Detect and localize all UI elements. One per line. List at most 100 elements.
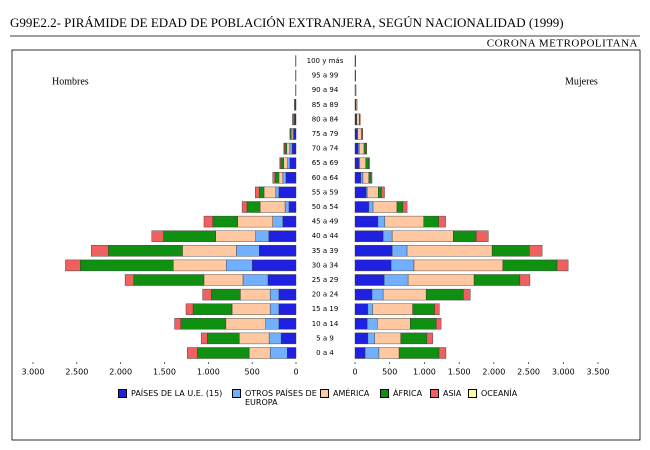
women-bar-segment xyxy=(406,245,493,257)
men-bar-segment xyxy=(187,347,198,359)
men-bar-segment xyxy=(251,259,297,272)
women-bar-segment xyxy=(398,347,440,359)
men-bar-segment xyxy=(283,142,285,155)
women-bar-segment xyxy=(365,142,368,155)
men-bar-segment xyxy=(203,274,244,286)
men-bar-segment xyxy=(282,215,297,228)
category-label: 45 a 49 xyxy=(312,218,339,226)
women-bar-segment xyxy=(372,303,413,315)
men-bar-segment xyxy=(280,157,284,169)
x-tick-label: 2.000 xyxy=(482,368,505,377)
men-bar-segment xyxy=(246,201,261,213)
women-bar-segment xyxy=(354,215,379,228)
men-bar-segment xyxy=(91,245,109,257)
women-bar-segment xyxy=(377,215,386,228)
men-bar-segment xyxy=(269,288,280,301)
women-bar-segment xyxy=(355,84,357,96)
women-bar-segment xyxy=(366,186,379,199)
men-bar-segment xyxy=(203,215,213,228)
men-bar-segment xyxy=(231,303,271,315)
category-label: 50 a 54 xyxy=(312,203,339,211)
x-tick-label: 500 xyxy=(382,368,397,377)
men-bar-segment xyxy=(269,347,288,359)
women-bar-segment xyxy=(362,172,370,184)
women-bar-segment xyxy=(354,157,360,169)
legend-swatch xyxy=(118,389,127,398)
women-bar-segment xyxy=(463,288,471,301)
legend-item: ÁFRICA xyxy=(380,389,441,398)
women-bar-segment xyxy=(354,230,384,242)
category-label: 40 a 44 xyxy=(312,232,339,240)
women-bar-segment xyxy=(519,274,531,286)
women-bar-segment xyxy=(473,274,521,286)
frame xyxy=(11,49,641,441)
women-bar-segment xyxy=(364,347,380,359)
men-bar-segment xyxy=(108,245,183,257)
women-bar-segment xyxy=(368,201,374,213)
women-bar-segment xyxy=(354,113,357,126)
women-bar-segment xyxy=(491,245,530,257)
women-bar-segment xyxy=(453,230,477,242)
men-bar-segment xyxy=(202,288,212,301)
women-bar-segment xyxy=(381,186,385,199)
x-tick-label: 2.500 xyxy=(517,368,540,377)
men-bar-segment xyxy=(255,186,260,199)
women-bar-segment xyxy=(354,259,392,272)
women-bar-segment xyxy=(368,172,372,184)
men-bar-segment xyxy=(174,318,181,330)
men-bar-segment xyxy=(263,186,277,199)
men-bar-segment xyxy=(236,245,260,257)
legend-label: PAÍSES DE LA U.E. (15) xyxy=(131,389,223,398)
women-bar-segment xyxy=(378,347,400,359)
men-bar-segment xyxy=(289,157,297,169)
men-bar-segment xyxy=(267,274,297,286)
women-bar-segment xyxy=(390,259,415,272)
men-bar-segment xyxy=(278,303,297,315)
men-bar-segment xyxy=(124,274,135,286)
men-bar-segment xyxy=(278,288,297,301)
x-tick-label: 3.000 xyxy=(22,368,45,377)
chart-subtitle: CORONA METROPOLITANA xyxy=(487,38,638,50)
men-bar-segment xyxy=(284,201,290,213)
women-bar-segment xyxy=(378,186,382,199)
women-bar-segment xyxy=(402,201,408,213)
legend-swatch xyxy=(232,389,241,398)
men-bar-segment xyxy=(268,230,297,242)
chart-title: G99E2.2- PIRÁMIDE DE EDAD DE POBLACIÓN E… xyxy=(10,15,564,30)
men-bar-segment xyxy=(248,347,271,359)
x-tick-label: 2.000 xyxy=(109,368,132,377)
legend-swatch xyxy=(380,389,389,398)
category-label: 70 a 74 xyxy=(312,145,339,153)
women-bar-segment xyxy=(358,142,365,155)
legend-swatch xyxy=(430,389,439,398)
legend-swatch xyxy=(320,389,329,398)
women-bar-segment xyxy=(365,157,370,169)
women-bar-segment xyxy=(413,259,504,272)
women-bar-segment xyxy=(356,113,360,126)
legend-swatch xyxy=(468,389,477,398)
men-bar-segment xyxy=(163,230,216,242)
women-bar-segment xyxy=(438,347,447,359)
men-bar-segment xyxy=(265,318,280,330)
category-label: 90 a 94 xyxy=(312,86,339,94)
women-bar-segment xyxy=(407,274,475,286)
men-bar-segment xyxy=(207,332,240,345)
legend-item: OCEANÍA xyxy=(468,389,541,398)
men-bar-segment xyxy=(192,303,233,315)
women-bar-segment xyxy=(412,303,435,315)
category-label: 30 a 34 xyxy=(312,261,339,269)
category-label: 35 a 39 xyxy=(312,247,339,255)
women-bar-segment xyxy=(354,201,370,213)
category-label: 20 a 24 xyxy=(312,291,339,299)
legend-item: OTROS PAÍSES DE EUROPA xyxy=(232,389,330,407)
men-bar-segment xyxy=(65,259,81,272)
men-bar-segment xyxy=(283,157,288,169)
men-bar-segment xyxy=(269,303,280,315)
men-bar-segment xyxy=(289,142,293,155)
women-bar-segment xyxy=(354,332,369,345)
x-tick-label: 500 xyxy=(245,368,260,377)
men-bar-segment xyxy=(259,201,286,213)
women-bar-segment xyxy=(367,332,375,345)
x-tick-label: 0 xyxy=(352,368,357,377)
women-bar-segment xyxy=(391,230,454,242)
